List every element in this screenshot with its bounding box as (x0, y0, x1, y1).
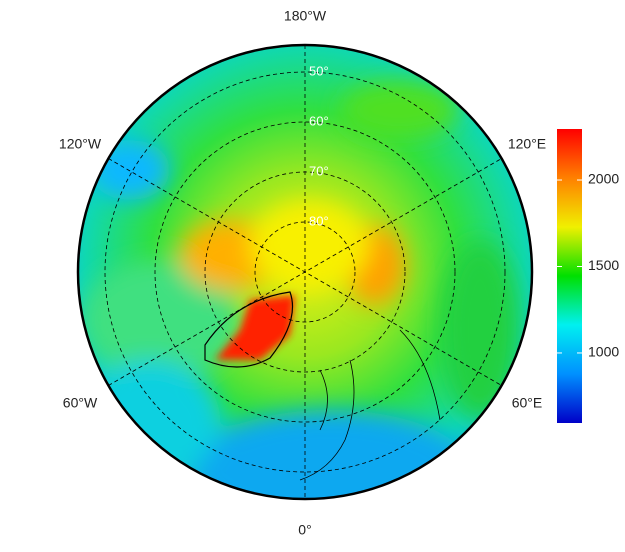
longitude-label: 60°W (63, 395, 98, 411)
latitude-label: 70° (309, 163, 329, 178)
longitude-label: 120°E (508, 136, 546, 152)
colorbar-label: 2000 (588, 171, 619, 187)
latitude-circle (154, 121, 456, 423)
colorbar-label: 1000 (588, 344, 619, 360)
labels: 50° 60° 70° 80° 180°W 120°W 120°E 60°W 60°E 0° (59, 8, 546, 538)
latitude-circle (104, 71, 506, 473)
latitude-circle (254, 221, 356, 323)
latitude-label: 60° (309, 113, 329, 128)
field (78, 45, 532, 499)
longitude-label: 120°W (59, 136, 102, 152)
latitude-circle (204, 171, 406, 373)
colorbar-label: 1500 (588, 257, 619, 273)
latitude-label: 50° (309, 63, 329, 78)
latitude-label: 80° (309, 213, 329, 228)
longitude-label: 0° (298, 522, 311, 538)
colorbar (557, 129, 582, 423)
graticule (104, 45, 506, 499)
longitude-label: 180°W (284, 8, 327, 24)
longitude-label: 60°E (512, 395, 543, 411)
meridian (108, 158, 502, 386)
